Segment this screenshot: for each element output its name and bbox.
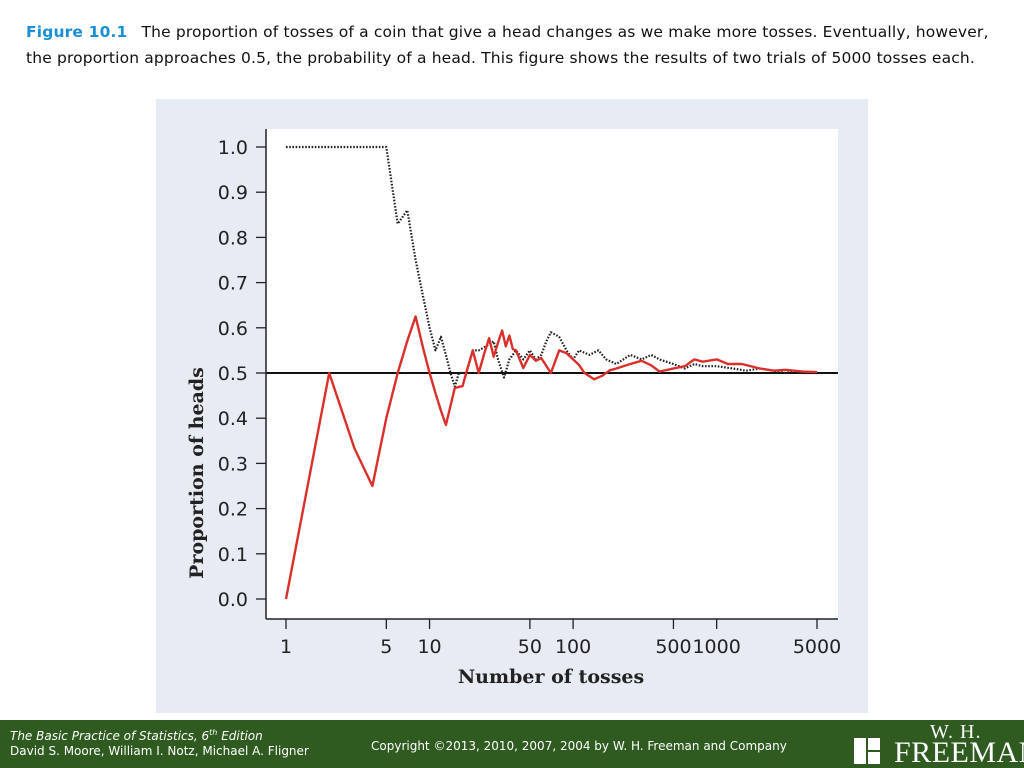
proportion-chart: 0.0 0.1 0.2 0.3 0.4 0.5 0.6 0.7 0.8 0.9 1.0 1 5 10 50 1… xyxy=(186,129,841,688)
y-tick-label: 0.9 xyxy=(218,182,248,204)
book-title-main: The Basic Practice of Statistics, 6 xyxy=(10,729,210,743)
book-title-suffix: Edition xyxy=(217,729,263,743)
y-tick-label: 0.2 xyxy=(218,499,248,521)
x-tick-label: 5 xyxy=(380,636,392,658)
x-axis-title: Number of tosses xyxy=(458,666,644,688)
book-authors: David S. Moore, William I. Notz, Michael… xyxy=(10,744,309,758)
figure-label: Figure 10.1 xyxy=(26,23,128,41)
book-title: The Basic Practice of Statistics, 6th Ed… xyxy=(10,728,263,743)
caption-text: The proportion of tosses of a coin that … xyxy=(26,23,989,67)
y-tick-label: 0.4 xyxy=(218,408,248,430)
publisher-logo-icon xyxy=(854,738,890,764)
x-tick-label: 5000 xyxy=(793,636,841,658)
y-tick-label: 0.3 xyxy=(218,453,248,475)
publisher-logo-name: FREEMAN xyxy=(894,736,1024,768)
x-tick-label: 500 xyxy=(655,636,691,658)
figure-caption: Figure 10.1 The proportion of tosses of a… xyxy=(26,20,1001,71)
y-tick-label: 1.0 xyxy=(218,137,248,159)
book-title-sup: th xyxy=(209,728,218,737)
y-tick-label: 0.8 xyxy=(218,227,248,249)
x-tick-label: 1 xyxy=(280,636,292,658)
chart-panel: 0.0 0.1 0.2 0.3 0.4 0.5 0.6 0.7 0.8 0.9 1.0 1 5 10 50 1… xyxy=(156,99,868,713)
y-axis-title: Proportion of heads xyxy=(186,367,208,579)
x-tick-label: 100 xyxy=(555,636,591,658)
x-tick-label: 10 xyxy=(417,636,441,658)
x-tick-label: 1000 xyxy=(692,636,740,658)
y-tick-label: 0.7 xyxy=(218,273,248,295)
publisher-logo-initials: W. H. xyxy=(930,721,982,743)
y-tick-label: 0.1 xyxy=(218,544,248,566)
trial-2-red-line xyxy=(284,315,818,600)
footer-bar: The Basic Practice of Statistics, 6th Ed… xyxy=(0,720,1024,768)
trial-1-dotted-line xyxy=(286,145,817,388)
y-tick-label: 0.5 xyxy=(218,363,248,385)
y-tick-label: 0.6 xyxy=(218,318,248,340)
y-tick-label: 0.0 xyxy=(218,589,248,611)
x-tick-label: 50 xyxy=(518,636,542,658)
copyright-notice: Copyright ©2013, 2010, 2007, 2004 by W. … xyxy=(371,739,787,753)
